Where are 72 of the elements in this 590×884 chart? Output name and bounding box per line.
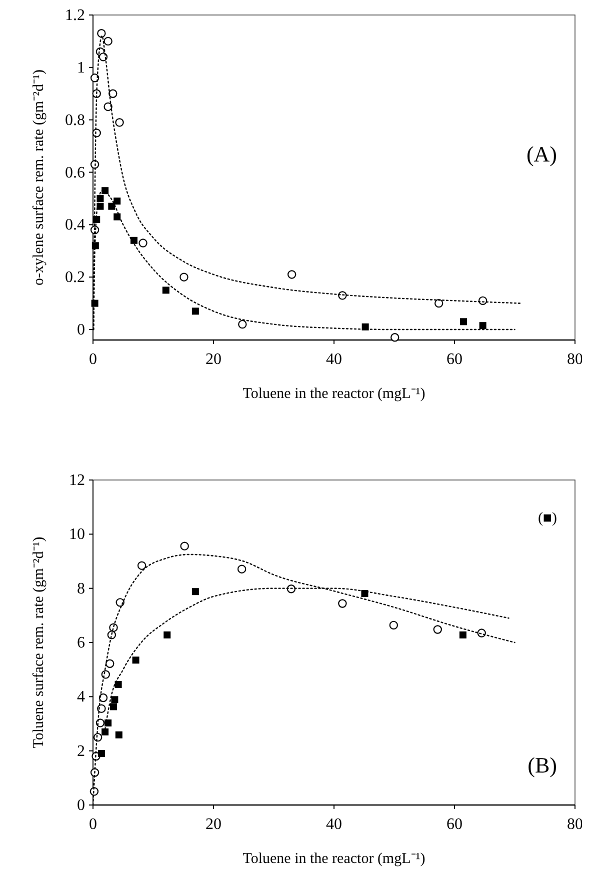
- point: [390, 333, 400, 342]
- point: [338, 291, 347, 300]
- point: [162, 286, 170, 294]
- y-tick-label: 8: [77, 580, 85, 598]
- point: [116, 598, 124, 607]
- point: [98, 693, 108, 702]
- y-tick-label: 2: [77, 742, 85, 760]
- y-axis-title: o-xylene surface rem. rate (gm⁻²d⁻¹): [31, 70, 47, 286]
- y-tick-label: 12: [69, 472, 85, 489]
- x-axis-title: Toluene in the reactor (mgL⁻¹): [242, 851, 426, 867]
- y-tick-label: 0: [77, 322, 85, 339]
- point: [90, 74, 100, 82]
- point: [192, 588, 199, 596]
- y-tick-label: 10: [69, 526, 85, 544]
- point: [110, 703, 117, 710]
- point: [237, 564, 246, 574]
- annotation: (B): [528, 752, 557, 778]
- point: [192, 308, 199, 315]
- point: [114, 213, 121, 220]
- point: [180, 272, 188, 282]
- point: [97, 28, 106, 38]
- point: [108, 89, 118, 98]
- point: [459, 631, 466, 638]
- point: [98, 750, 105, 758]
- annotation: (■): [538, 510, 557, 526]
- y-tick-label: 6: [77, 634, 85, 652]
- x-tick-label: 40: [326, 351, 342, 368]
- point: [164, 631, 171, 638]
- point: [111, 696, 118, 704]
- point: [180, 542, 189, 550]
- x-tick-label: 0: [89, 351, 97, 368]
- point: [287, 270, 296, 279]
- point: [115, 118, 124, 127]
- point: [104, 36, 112, 46]
- y-tick-label: 4: [77, 688, 85, 706]
- point: [104, 102, 112, 112]
- point: [108, 202, 116, 210]
- point: [460, 318, 468, 326]
- annotation: (A): [526, 141, 557, 166]
- point: [434, 298, 444, 308]
- point: [114, 198, 121, 205]
- y-tick-label: 0: [77, 797, 85, 814]
- y-tick-label: 0.8: [65, 112, 85, 129]
- point: [115, 731, 122, 738]
- y-tick-label: 1: [77, 59, 85, 76]
- y-axis-title: Toluene surface rem. rate (gm⁻²d⁻¹): [31, 536, 47, 748]
- point: [106, 659, 114, 668]
- x-tick-label: 40: [326, 816, 342, 833]
- point: [93, 732, 102, 742]
- point: [238, 320, 247, 329]
- point: [96, 718, 105, 728]
- point: [479, 322, 486, 330]
- y-tick-label: 0.2: [65, 269, 85, 286]
- x-tick-label: 0: [89, 816, 97, 833]
- point: [97, 704, 106, 713]
- x-tick-label: 60: [446, 816, 462, 833]
- x-tick-label: 20: [206, 351, 222, 368]
- x-axis-title: Toluene in the reactor (mgL⁻¹): [242, 386, 426, 402]
- point: [389, 620, 398, 630]
- x-tick-label: 60: [446, 351, 462, 368]
- point: [130, 236, 138, 244]
- point: [338, 599, 347, 608]
- x-tick-label: 20: [206, 816, 222, 833]
- point: [114, 680, 122, 688]
- point: [137, 561, 146, 570]
- y-tick-label: 1.2: [65, 7, 85, 24]
- y-tick-label: 0.6: [65, 164, 85, 182]
- y-tick-label: 0.4: [65, 216, 85, 234]
- point: [138, 238, 148, 248]
- point: [132, 656, 140, 664]
- point: [102, 728, 109, 736]
- point: [433, 625, 442, 634]
